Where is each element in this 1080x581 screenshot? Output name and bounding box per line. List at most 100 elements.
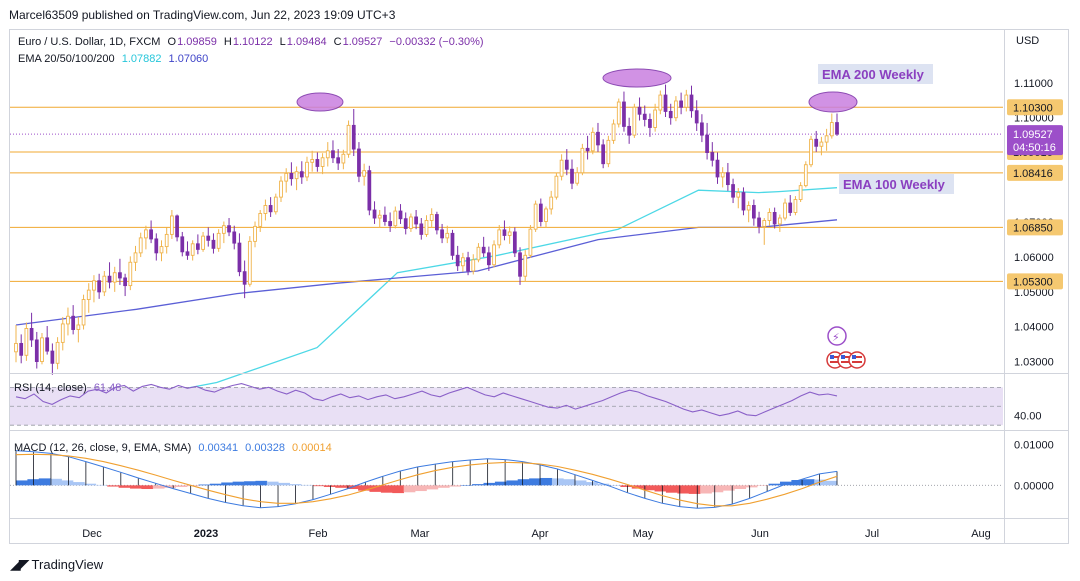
rsi-label: RSI (14, close) [14, 382, 87, 394]
candle-body [336, 157, 341, 164]
macd-histogram-bar [209, 483, 222, 486]
candle [180, 231, 185, 257]
candle [492, 240, 496, 268]
candle [497, 224, 502, 249]
macd-histogram-bar [198, 484, 211, 486]
candle [97, 273, 102, 299]
candle-body [523, 254, 528, 277]
candle-body [705, 134, 709, 153]
candle [92, 275, 96, 303]
candle [409, 213, 413, 232]
macd-histogram-bar [61, 480, 74, 486]
lightning-icon [827, 326, 847, 346]
x-tick-label-0: Dec [82, 528, 102, 540]
price-axis: USD1.110001.100001.070001.060001.050001.… [10, 29, 1068, 544]
candle-body [227, 225, 231, 233]
macd-histogram-bar [437, 485, 450, 488]
candle [419, 218, 424, 240]
candle-body [195, 243, 200, 250]
last-price-label: 1.09527 [1013, 129, 1053, 141]
macd-histogram-bar [734, 485, 747, 490]
macd-pane: 0.01000 0.00000 [10, 439, 1054, 509]
macd-signal-line [15, 453, 838, 507]
candle-body [351, 124, 356, 150]
candle-body [419, 223, 424, 235]
ema100-annotation-bg [839, 174, 954, 194]
candle-body [118, 272, 122, 279]
candle [372, 201, 377, 224]
macd-histogram-bar [335, 485, 347, 488]
candle [445, 225, 450, 244]
candle-body [528, 228, 533, 256]
candle-body [315, 159, 320, 167]
candle [377, 210, 382, 228]
candle-body [383, 214, 387, 222]
candle-body [466, 257, 470, 272]
close-value: 1.09527 [342, 36, 383, 48]
macd-histogram-bar [472, 484, 484, 486]
candle-body [60, 323, 65, 343]
macd-histogram-bar [449, 485, 462, 487]
macd-histogram-bar [711, 485, 724, 493]
candle-body [24, 328, 29, 356]
candle [658, 90, 663, 115]
candle [788, 195, 793, 216]
macd-histogram-bar [358, 485, 370, 491]
symbol-legend: Euro / U.S. Dollar, 1D, FXCM O1.09859 H1… [18, 36, 488, 48]
candle-body [159, 246, 164, 254]
candle [237, 233, 242, 277]
candle-body [507, 231, 512, 236]
candle [201, 231, 205, 252]
candle [814, 130, 819, 152]
candle [512, 227, 517, 258]
countdown-label: 04:50:16 [1013, 142, 1056, 154]
candle [170, 210, 174, 239]
x-tick-label-2: Feb [309, 528, 328, 540]
macd-histogram-bar [745, 485, 758, 488]
x-tick-label-1: 2023 [194, 528, 218, 540]
candle-body [689, 94, 694, 112]
candle-body [606, 139, 611, 165]
candle [783, 198, 787, 221]
candle-body [538, 203, 543, 222]
candle [653, 103, 658, 132]
candle [674, 96, 678, 122]
candle [668, 103, 673, 125]
macd-histogram-bar [312, 485, 325, 487]
candle-body [341, 153, 346, 164]
macd-line [15, 450, 838, 509]
candle [544, 206, 548, 228]
macd-histogram-bar [141, 485, 154, 490]
candle-body [112, 272, 117, 283]
candle-body [783, 202, 787, 219]
candle-body [829, 122, 834, 137]
candle [40, 332, 44, 365]
candle-body [533, 203, 538, 230]
candle [564, 149, 569, 176]
candle [835, 113, 839, 136]
candle [190, 240, 195, 261]
macd-histogram-bar [779, 481, 792, 486]
candle-body [648, 118, 652, 128]
candle-body [279, 180, 283, 198]
candle-body [481, 246, 486, 254]
candle-body [362, 170, 367, 177]
candle [809, 135, 813, 168]
level-label-bg-3 [1007, 219, 1063, 236]
us-flag-stripe [830, 356, 840, 358]
candle-body [570, 168, 574, 184]
candle [637, 97, 642, 121]
top-marker-ellipse-1 [602, 68, 672, 88]
tradingview-logo[interactable]: ◢◤ TradingView [10, 556, 103, 573]
macd-histogram-bar [791, 480, 804, 486]
candle-body [751, 205, 756, 219]
rsi-line [15, 383, 838, 417]
candle [128, 256, 133, 291]
candle [585, 135, 590, 160]
candle [398, 204, 403, 224]
candle-body [835, 122, 839, 135]
candle [284, 168, 289, 193]
candle-body [590, 131, 595, 152]
candle [81, 294, 86, 330]
